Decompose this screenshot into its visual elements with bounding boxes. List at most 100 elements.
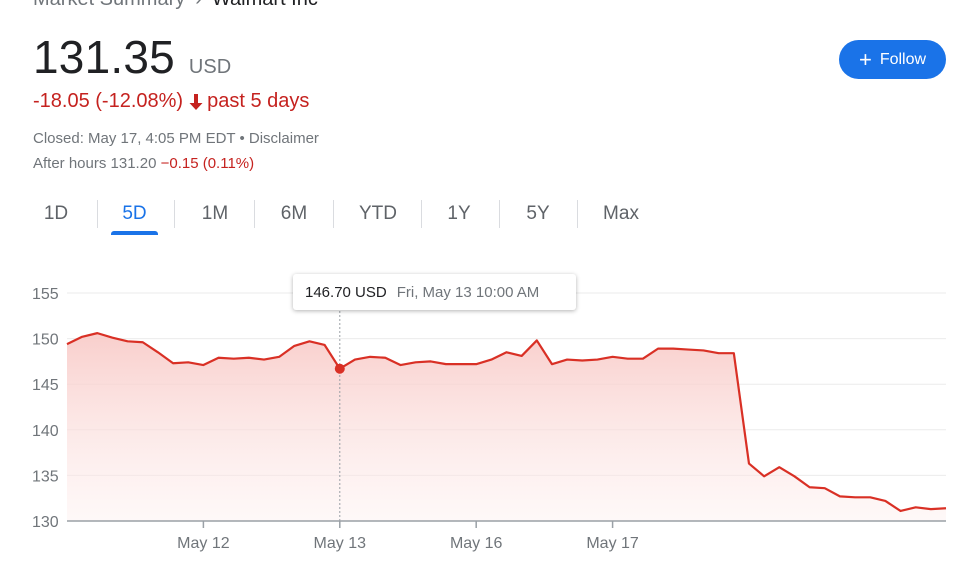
data-point xyxy=(126,340,128,342)
data-point xyxy=(263,358,265,360)
chart-area xyxy=(67,333,946,521)
tab-divider xyxy=(499,200,500,228)
data-point xyxy=(945,507,947,509)
data-point xyxy=(763,475,765,477)
data-point xyxy=(217,357,219,359)
data-point xyxy=(793,475,795,477)
follow-button[interactable]: + Follow xyxy=(839,40,946,79)
data-point xyxy=(581,359,583,361)
data-point xyxy=(142,341,144,343)
tab-divider xyxy=(421,200,422,228)
tab-6m[interactable]: 6M xyxy=(269,196,319,232)
highlight-point xyxy=(334,363,345,374)
tab-divider xyxy=(577,200,578,228)
stock-price: 131.35 xyxy=(33,31,175,83)
data-point xyxy=(460,363,462,365)
data-point xyxy=(733,352,735,354)
tab-divider xyxy=(254,200,255,228)
plus-icon: + xyxy=(858,46,872,72)
data-point xyxy=(627,357,629,359)
after-hours-change: −0.15 (0.11%) xyxy=(160,155,255,172)
data-point xyxy=(445,363,447,365)
data-point xyxy=(233,357,235,359)
tab-5d[interactable]: 5D xyxy=(111,196,158,235)
data-point xyxy=(884,500,886,502)
data-point xyxy=(854,496,856,498)
tab-label: Max xyxy=(603,203,639,224)
y-tick-label: 140 xyxy=(32,423,59,440)
data-point xyxy=(808,486,810,488)
data-point xyxy=(172,362,174,364)
price-row: 131.35 USD xyxy=(33,30,231,84)
data-point xyxy=(611,356,613,358)
tab-divider xyxy=(333,200,334,228)
data-point xyxy=(399,364,401,366)
chart-tooltip: 146.70 USD Fri, May 13 10:00 AM xyxy=(293,274,576,310)
data-point xyxy=(596,358,598,360)
data-point xyxy=(157,351,159,353)
data-point xyxy=(672,347,674,349)
y-tick-label: 155 xyxy=(32,286,59,303)
tab-1d[interactable]: 1D xyxy=(33,196,79,232)
x-tick-label: May 17 xyxy=(586,535,639,552)
data-point xyxy=(384,357,386,359)
data-point xyxy=(414,361,416,363)
tab-1y[interactable]: 1Y xyxy=(436,196,482,232)
change-period: past 5 days xyxy=(207,90,310,112)
data-point xyxy=(278,356,280,358)
data-point xyxy=(702,349,704,351)
breadcrumb-separator: › xyxy=(195,0,202,10)
data-point xyxy=(536,339,538,341)
data-point xyxy=(96,332,98,334)
data-point xyxy=(66,343,68,345)
tab-ytd[interactable]: YTD xyxy=(349,196,407,232)
data-point xyxy=(869,496,871,498)
data-point xyxy=(748,462,750,464)
tab-label: 6M xyxy=(280,203,308,224)
y-tick-label: 145 xyxy=(32,377,59,394)
tooltip-date: Fri, May 13 10:00 AM xyxy=(396,283,540,301)
data-point xyxy=(187,361,189,363)
after-hours-info: After hours 131.20 −0.15 (0.11%) xyxy=(33,155,254,172)
arrow-down-icon xyxy=(189,93,203,110)
data-point xyxy=(657,347,659,349)
tab-label: 5D xyxy=(122,203,147,224)
data-point xyxy=(369,356,371,358)
data-point xyxy=(430,360,432,362)
data-point xyxy=(490,358,492,360)
data-point xyxy=(778,466,780,468)
tab-max[interactable]: Max xyxy=(593,196,649,232)
data-point xyxy=(293,345,295,347)
data-point xyxy=(475,363,477,365)
y-tick-label: 135 xyxy=(32,468,59,485)
x-tick-label: May 16 xyxy=(450,535,503,552)
data-point xyxy=(566,358,568,360)
tab-1m[interactable]: 1M xyxy=(190,196,240,232)
data-point xyxy=(717,352,719,354)
y-tick-label: 130 xyxy=(32,514,59,531)
y-tick-label: 150 xyxy=(32,332,59,349)
price-line xyxy=(66,332,947,513)
tab-label: 5Y xyxy=(526,203,550,224)
breadcrumb-company: Walmart Inc xyxy=(212,0,318,10)
breadcrumb: Market Summary › Walmart Inc xyxy=(33,0,318,11)
tab-label: YTD xyxy=(359,203,397,224)
data-point xyxy=(899,510,901,512)
time-range-tabs: 1D 5D 1M 6M YTD 1Y 5Y Max xyxy=(15,196,665,236)
tab-5y[interactable]: 5Y xyxy=(515,196,561,232)
tab-label: 1D xyxy=(43,203,69,224)
market-status: Closed: May 17, 4:05 PM EDT • Disclaimer xyxy=(33,130,319,147)
tab-divider xyxy=(174,200,175,228)
data-point xyxy=(930,508,932,510)
price-change-row: -18.05 (-12.08%) past 5 days xyxy=(33,90,309,113)
x-tick-label: May 12 xyxy=(177,535,230,552)
data-point xyxy=(687,348,689,350)
data-point xyxy=(839,495,841,497)
price-chart[interactable]: 130 135 140 145 150 155 May 12 May 13 May 16 May … xyxy=(0,265,967,571)
price-change: -18.05 (-12.08%) xyxy=(33,90,184,112)
breadcrumb-market-summary[interactable]: Market Summary xyxy=(33,0,185,10)
data-point xyxy=(111,336,113,338)
data-point xyxy=(323,344,325,346)
after-hours-price: After hours 131.20 xyxy=(33,155,161,172)
currency-label: USD xyxy=(188,56,232,78)
